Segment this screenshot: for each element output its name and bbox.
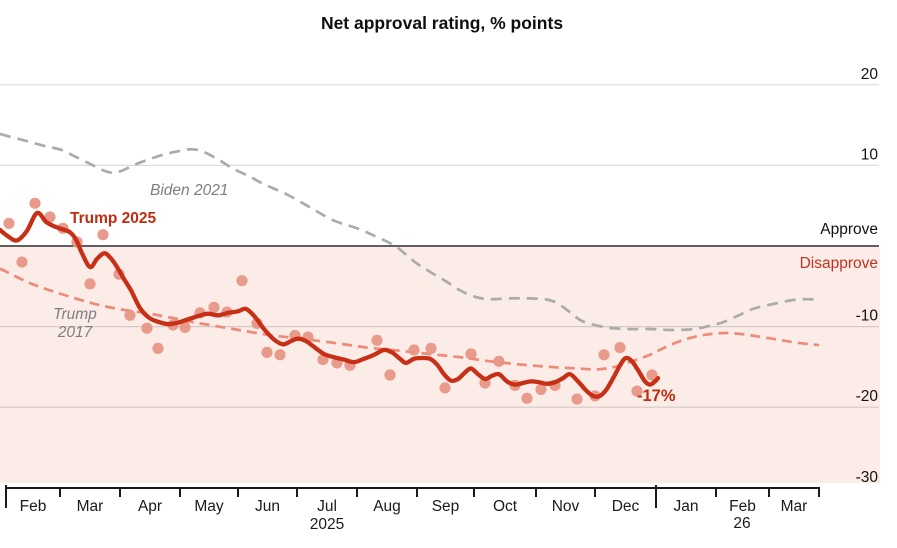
- x-month-label-6: Aug: [373, 498, 401, 515]
- y-tick-label-20: 20: [861, 66, 879, 83]
- poll-dot: [598, 349, 610, 361]
- poll-dot: [521, 392, 533, 404]
- y-tick-label--30: -30: [856, 469, 879, 486]
- poll-dot: [179, 321, 191, 333]
- x-month-label-2: Apr: [138, 498, 162, 515]
- poll-dot: [274, 349, 286, 361]
- x-month-label-0: Feb: [20, 498, 47, 515]
- poll-dot: [571, 393, 583, 405]
- trump-2025-line: [0, 210, 661, 399]
- poll-dot: [465, 348, 477, 360]
- poll-dot: [84, 278, 96, 290]
- series-label-trump-2017: Trump 2017: [53, 306, 97, 341]
- trump-2017-line: [0, 267, 820, 371]
- poll-dot: [493, 355, 505, 367]
- poll-dot: [208, 301, 220, 313]
- y-tick-label--20: -20: [856, 388, 879, 405]
- series-label-biden-2021: Biden 2021: [150, 182, 229, 199]
- poll-dot: [535, 383, 547, 396]
- poll-dot: [408, 344, 420, 356]
- poll-dot: [631, 385, 643, 397]
- y-tick-label--10: -10: [856, 308, 879, 325]
- year-label-26: 26: [733, 515, 751, 532]
- poll-dot: [384, 369, 396, 381]
- poll-dot: [439, 382, 451, 394]
- y-tick-label-10: 10: [861, 146, 879, 163]
- final-value-annotation: -17%: [637, 387, 676, 405]
- x-month-label-4: Jun: [255, 498, 280, 515]
- x-month-label-1: Mar: [77, 498, 104, 515]
- x-month-label-5: Jul: [317, 498, 337, 515]
- poll-dot: [124, 309, 136, 321]
- x-month-label-3: May: [194, 498, 224, 515]
- chart-title: Net approval rating, % points: [320, 13, 564, 33]
- year-label-2025: 2025: [309, 516, 345, 533]
- x-month-label-9: Nov: [552, 498, 580, 515]
- poll-dot: [425, 342, 437, 354]
- x-month-label-10: Dec: [612, 498, 640, 515]
- poll-dot: [646, 369, 658, 381]
- x-month-label-13: Mar: [781, 498, 808, 515]
- poll-dot: [141, 322, 153, 334]
- x-month-label-8: Oct: [493, 498, 518, 515]
- poll-dot: [97, 229, 109, 241]
- poll-dot: [236, 275, 248, 287]
- approve-zone-label: Approve: [820, 221, 878, 238]
- poll-dot: [614, 342, 626, 354]
- disapprove-zone-label: Disapprove: [799, 255, 878, 272]
- poll-dot: [371, 334, 383, 346]
- poll-dot: [44, 211, 56, 223]
- biden-2021-line: [0, 132, 821, 332]
- x-month-label-12: Feb: [729, 498, 756, 515]
- poll-dot: [152, 342, 164, 354]
- poll-dot: [261, 346, 273, 358]
- poll-dot: [29, 197, 41, 209]
- series-label-trump-2025: Trump 2025: [70, 210, 157, 227]
- poll-dot: [3, 217, 15, 229]
- poll-dot: [16, 256, 28, 268]
- x-month-label-7: Sep: [432, 498, 460, 515]
- x-month-label-11: Jan: [674, 498, 699, 515]
